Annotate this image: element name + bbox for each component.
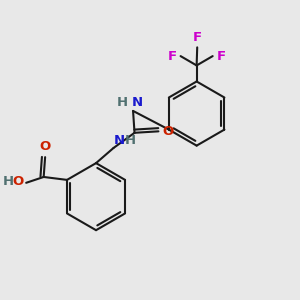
Text: O: O [40, 140, 51, 153]
Text: O: O [12, 175, 24, 188]
Text: F: F [168, 50, 177, 63]
Text: H: H [2, 175, 14, 188]
Text: O: O [162, 125, 173, 138]
Text: N: N [132, 97, 143, 110]
Text: H: H [124, 134, 136, 147]
Text: F: F [193, 31, 202, 44]
Text: N: N [114, 134, 125, 146]
Text: H: H [116, 97, 128, 110]
Text: F: F [217, 50, 226, 63]
